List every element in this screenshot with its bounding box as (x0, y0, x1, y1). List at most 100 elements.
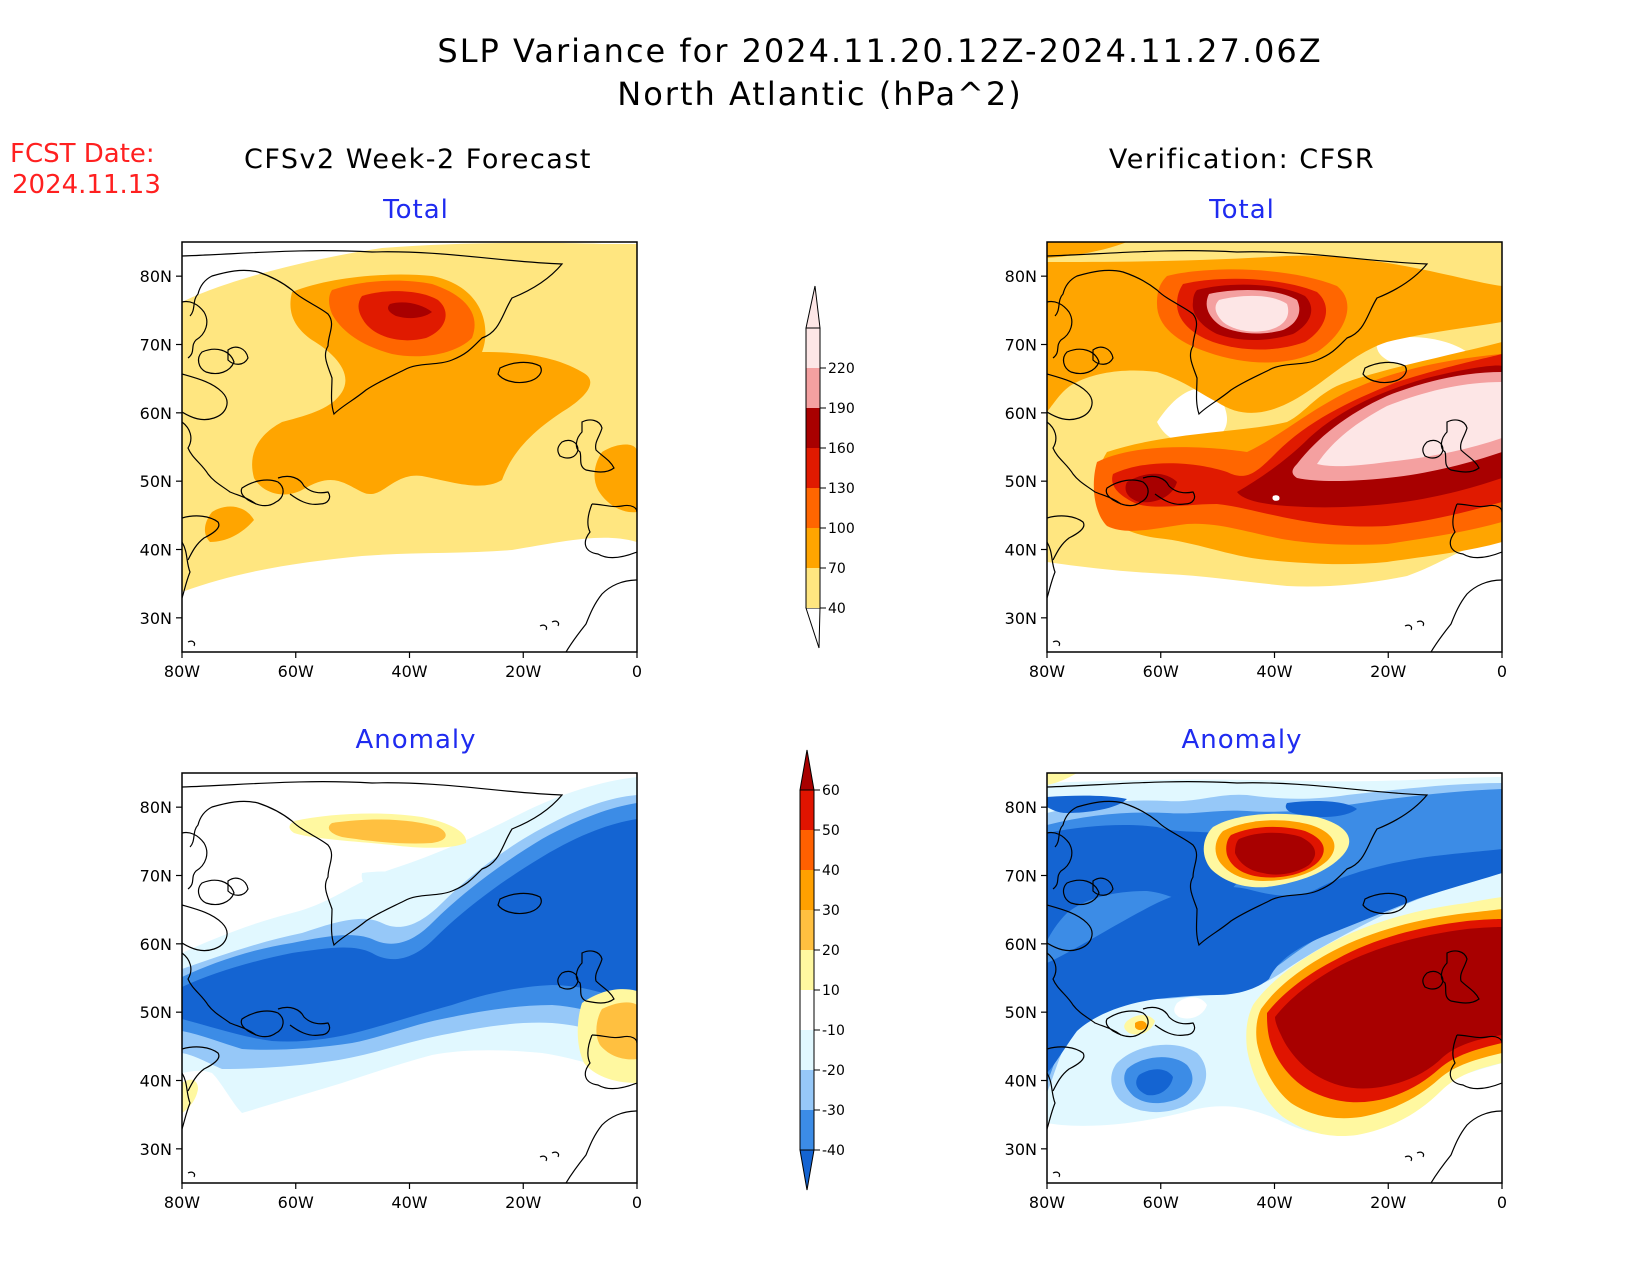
lon-tick-label: 0 (1497, 1193, 1507, 1212)
lon-tick-label: 0 (632, 1193, 642, 1212)
colorbar-anomaly: -40 -30 -20 -10 10 20 30 40 50 60 (799, 749, 845, 1191)
lat-tick-label: 30N (140, 1140, 172, 1159)
lon-tick-label: 80W (1029, 662, 1065, 681)
lat-tick-label: 40N (140, 1072, 172, 1091)
colorbar-anomaly-overflow (799, 749, 815, 791)
lat-tick-label: 80N (1005, 267, 1037, 286)
colorbar-total-label: 100 (828, 521, 855, 537)
lat-tick-label: 70N (1005, 336, 1037, 355)
lat-tick-label: 40N (140, 541, 172, 560)
colorbar-total-segment (806, 568, 820, 608)
lat-tick-label: 60N (1005, 935, 1037, 954)
column-header-forecast: CFSv2 Week-2 Forecast (244, 144, 592, 175)
colorbar-total-segment (806, 368, 820, 408)
lat-tick-label: 30N (1005, 1140, 1037, 1159)
lat-tick-label: 70N (1005, 867, 1037, 886)
panel-title-fcst-anomaly: Anomaly (355, 725, 476, 755)
lat-tick-label: 80N (140, 267, 172, 286)
colorbar-total-label: 130 (828, 481, 855, 497)
lon-tick-label: 40W (1256, 1193, 1292, 1212)
lon-tick-label: 20W (1370, 1193, 1406, 1212)
colorbar-anomaly-label: 20 (822, 943, 840, 959)
colorbar-anomaly-underflow (799, 1149, 815, 1191)
lat-tick-label: 40N (1005, 1072, 1037, 1091)
figure-subtitle: North Atlantic (hPa^2) (617, 75, 1022, 113)
colorbar-anomaly-segment (800, 790, 814, 830)
colorbar-total-label: 190 (828, 401, 855, 417)
colorbar-anomaly-label: 50 (822, 823, 840, 839)
lon-tick-label: 60W (278, 662, 314, 681)
colorbar-anomaly-segment (800, 990, 814, 1030)
colorbar-total-label: 40 (828, 601, 846, 617)
lat-tick-label: 70N (140, 336, 172, 355)
colorbar-anomaly-segment (800, 830, 814, 870)
colorbar-total-segment (806, 448, 820, 488)
colorbar-total: 40 70 100 130 160 190 220 (805, 285, 855, 649)
figure-title: SLP Variance for 2024.11.20.12Z-2024.11.… (437, 32, 1322, 70)
panel-title-verif-anomaly: Anomaly (1181, 725, 1302, 755)
axis-tick-labels: 80W 60W 40W 20W 0 80N 70N 60N 50N 40N 30N 80W 60W 40W… (140, 267, 1507, 1212)
colorbar-total-underflow (805, 607, 821, 649)
lon-tick-label: 40W (1256, 662, 1292, 681)
colorbar-anomaly-segment (800, 870, 814, 910)
colorbar-anomaly-label: -10 (822, 1023, 845, 1039)
lon-tick-label: 40W (391, 662, 427, 681)
colorbar-total-label: 220 (828, 361, 855, 377)
colorbar-anomaly-label: 10 (822, 983, 840, 999)
colorbar-anomaly-segment (800, 1110, 814, 1150)
map-panel-fcst-total (181, 241, 638, 653)
colorbar-anomaly-label: 60 (822, 783, 840, 799)
colorbar-total-segment (806, 488, 820, 528)
lon-tick-label: 20W (505, 1193, 541, 1212)
lon-tick-label: 60W (1143, 662, 1179, 681)
lon-tick-label: 80W (164, 662, 200, 681)
colorbar-total-segment (806, 408, 820, 448)
lat-tick-label: 50N (140, 472, 172, 491)
colorbar-total-label: 70 (828, 561, 846, 577)
lat-tick-label: 40N (1005, 541, 1037, 560)
lat-tick-label: 30N (1005, 609, 1037, 628)
lon-tick-label: 0 (632, 662, 642, 681)
contour-field-fcst-anomaly (182, 773, 637, 1183)
lon-tick-label: 40W (391, 1193, 427, 1212)
colorbar-total-label: 160 (828, 441, 855, 457)
column-header-verification: Verification: CFSR (1109, 144, 1375, 175)
lat-tick-label: 80N (140, 798, 172, 817)
lon-tick-label: 20W (505, 662, 541, 681)
fcst-date-value: 2024.11.13 (12, 170, 161, 200)
colorbar-total-overflow (805, 285, 821, 329)
colorbar-anomaly-label: -30 (822, 1103, 845, 1119)
lat-tick-label: 60N (140, 404, 172, 423)
map-panel-verif-anomaly (1046, 772, 1503, 1184)
lat-tick-label: 50N (1005, 472, 1037, 491)
colorbar-anomaly-label: -20 (822, 1063, 845, 1079)
lon-tick-label: 80W (1029, 1193, 1065, 1212)
colorbar-anomaly-label: 30 (822, 903, 840, 919)
colorbar-anomaly-segment (800, 910, 814, 950)
lon-tick-label: 80W (164, 1193, 200, 1212)
contour-field-verif-anomaly (1047, 773, 1502, 1183)
lat-tick-label: 80N (1005, 798, 1037, 817)
colorbar-total-segment (806, 328, 820, 368)
contour-field-fcst-total (182, 242, 637, 652)
colorbar-anomaly-label: 40 (822, 863, 840, 879)
lat-tick-label: 70N (140, 867, 172, 886)
colorbar-anomaly-label: -40 (822, 1143, 845, 1159)
panel-title-verif-total: Total (1208, 195, 1275, 225)
panel-title-fcst-total: Total (382, 195, 449, 225)
lat-tick-label: 60N (140, 935, 172, 954)
lat-tick-label: 30N (140, 609, 172, 628)
lon-tick-label: 60W (278, 1193, 314, 1212)
lon-tick-label: 60W (1143, 1193, 1179, 1212)
map-panel-verif-total (1046, 241, 1503, 653)
lat-tick-label: 60N (1005, 404, 1037, 423)
lon-tick-label: 20W (1370, 662, 1406, 681)
colorbar-anomaly-segment (800, 950, 814, 990)
colorbar-anomaly-segment (800, 1030, 814, 1070)
colorbar-total-segment (806, 528, 820, 568)
fcst-date-label: FCST Date: (10, 139, 155, 169)
colorbar-anomaly-segment (800, 1070, 814, 1110)
lon-tick-label: 0 (1497, 662, 1507, 681)
map-panel-fcst-anomaly (181, 772, 638, 1184)
